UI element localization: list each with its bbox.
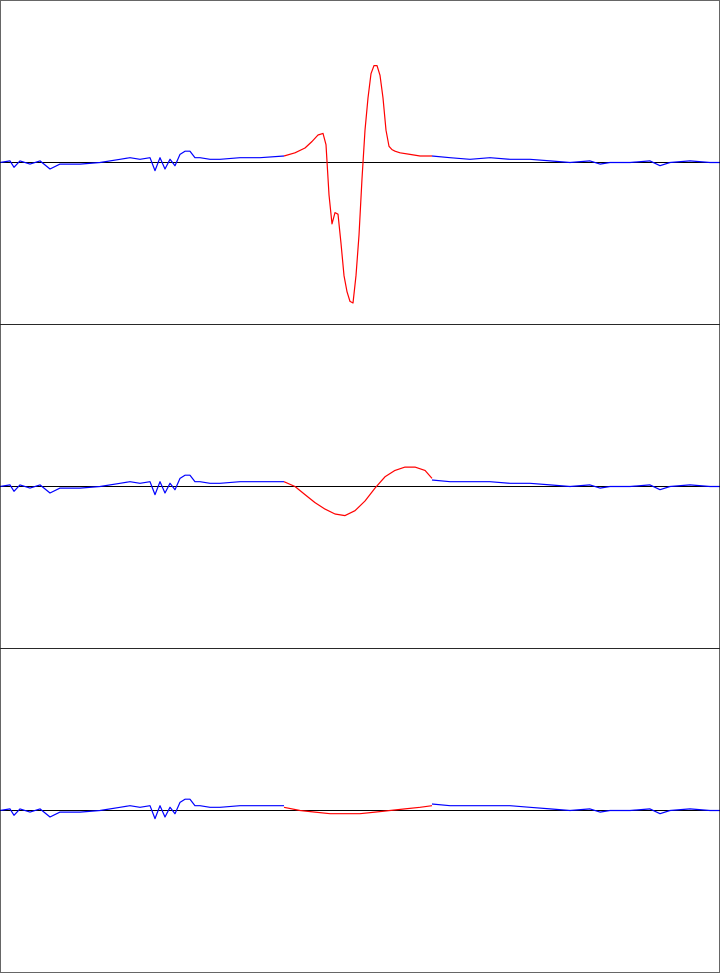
series-line-bottom-2 (283, 805, 433, 815)
series-line-top-1 (0, 150, 285, 172)
series-line-middle-1 (0, 474, 284, 496)
series-line-bottom-1 (0, 798, 284, 820)
series-line-middle-2 (283, 466, 433, 517)
series-line-top-2 (283, 64, 432, 304)
series-line-top-3 (431, 155, 720, 167)
series-line-bottom-3 (431, 803, 720, 815)
series-line-middle-3 (431, 479, 720, 491)
